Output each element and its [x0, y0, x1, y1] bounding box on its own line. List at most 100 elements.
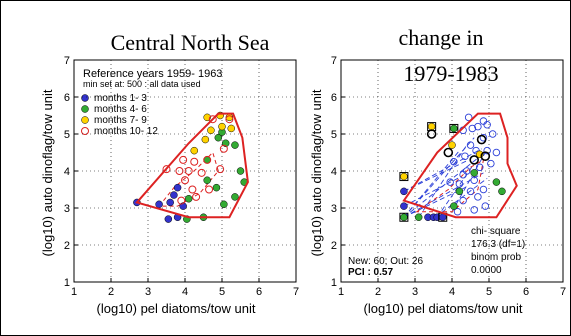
x-tick-label: 7	[560, 286, 566, 298]
old-point	[450, 202, 458, 210]
left-xlabel: (log10) pel diatoms/tow unit	[97, 301, 256, 316]
data-point-series-4	[177, 196, 186, 205]
new-point	[446, 178, 454, 186]
x-tick-label: 4	[182, 286, 188, 298]
change-line	[403, 176, 462, 207]
old-point	[492, 178, 501, 186]
x-tick-label: 4	[449, 286, 455, 298]
data-point-series-2	[212, 183, 221, 192]
x-tick-label: 2	[108, 286, 114, 298]
legend: months 1- 3 months 4- 6 months 7- 9 mont…	[81, 93, 158, 137]
data-point-series-3	[201, 135, 210, 144]
data-point-series-4	[190, 157, 199, 166]
new-point	[455, 180, 464, 188]
new-point	[488, 130, 497, 138]
old-point	[448, 141, 456, 149]
x-tick-label: 1	[338, 286, 344, 298]
data-point-series-1	[166, 198, 174, 207]
legend-marker-2	[81, 105, 89, 113]
right-ylabel: (log10) auto dinoflag/tow unit	[309, 89, 324, 256]
legend-marker-1	[81, 94, 89, 102]
y-tick-label: 1	[331, 277, 337, 289]
old-point	[498, 187, 506, 196]
x-tick-label: 5	[219, 286, 225, 298]
y-tick-label: 3	[331, 203, 337, 215]
data-point-series-1	[164, 215, 173, 223]
new-point	[479, 133, 488, 142]
new-point	[468, 124, 477, 133]
data-point-series-4	[208, 115, 217, 124]
old-point	[400, 202, 408, 210]
data-point-series-4	[197, 168, 206, 177]
change-line	[403, 157, 479, 218]
y-tick-label: 6	[331, 92, 337, 104]
data-point-series-4	[192, 192, 201, 201]
legend-label-3: months 7- 9	[94, 115, 147, 126]
stat-line-1: chi- square	[471, 226, 521, 237]
new-point	[481, 202, 490, 210]
new-point	[453, 207, 462, 216]
old-point	[400, 187, 408, 196]
y-tick-label: 7	[331, 55, 337, 67]
y-tick-label: 5	[64, 129, 70, 141]
old-point	[450, 124, 458, 133]
black-marker	[443, 147, 454, 158]
legend-label-4: months 10- 12	[94, 126, 158, 137]
new-point	[474, 193, 482, 201]
new-point	[479, 117, 488, 125]
plot-2: 1 2 3 4 5 6 7 1 2 3 4 5 6 7	[331, 55, 566, 298]
new-point	[483, 120, 491, 129]
data-point-series-2	[214, 133, 223, 142]
left-title: Central North Sea	[111, 30, 270, 55]
black-marker	[480, 151, 491, 161]
y-tick-label: 1	[64, 277, 70, 289]
data-point-series-1	[155, 200, 163, 209]
left-ylabel: (log10) auto dinoflag/tow unit	[40, 89, 55, 256]
new-point	[459, 170, 467, 179]
right-xlabel: (log10) pel diatoms/tow unit	[364, 301, 523, 316]
new-point	[483, 146, 491, 155]
legend-marker-3	[81, 116, 89, 124]
x-tick-label: 5	[486, 286, 492, 298]
new-point	[459, 196, 467, 205]
x-tick-label: 2	[375, 286, 381, 298]
y-tick-label: 6	[64, 92, 70, 104]
legend-subtitle: min set at: 500 : all data used	[83, 79, 201, 89]
new-out-text: New: 60; Out: 26	[348, 256, 423, 267]
data-point-series-3	[227, 124, 235, 133]
data-point-series-4	[219, 144, 228, 153]
data-point-series-4	[203, 155, 212, 164]
right-subtitle: 1979-1983	[403, 61, 498, 86]
new-point	[487, 159, 495, 168]
legend-label-2: months 4- 6	[94, 104, 147, 115]
old-point	[470, 169, 478, 177]
data-point-series-4	[179, 155, 188, 164]
change-line	[418, 144, 468, 218]
new-point	[476, 163, 484, 172]
black-marker	[476, 134, 487, 145]
new-point	[492, 148, 501, 157]
old-point	[400, 172, 408, 181]
plot-1: 1 2 3 4 5 6 7 1 2 3 4 5 6 7	[64, 55, 299, 298]
y-tick-label: 4	[64, 166, 70, 178]
box-marker	[449, 123, 459, 133]
x-tick-label: 1	[71, 286, 77, 298]
black-marker	[469, 155, 480, 165]
data-point-series-4	[175, 167, 184, 175]
y-tick-label: 2	[331, 240, 337, 252]
new-point	[464, 113, 473, 122]
new-point	[450, 157, 458, 166]
old-point	[414, 213, 423, 221]
data-point-series-3	[190, 146, 198, 155]
data-point-series-1	[170, 191, 178, 199]
old-point	[427, 122, 436, 131]
x-tick-label: 6	[523, 286, 529, 298]
legend-marker-4	[81, 127, 89, 135]
data-point-series-4	[205, 185, 214, 194]
data-point-series-2	[231, 193, 239, 201]
new-point	[461, 152, 469, 160]
stat-line-3: binom prob	[471, 252, 521, 263]
right-title: change in	[399, 25, 484, 50]
data-point-series-2	[203, 176, 211, 184]
